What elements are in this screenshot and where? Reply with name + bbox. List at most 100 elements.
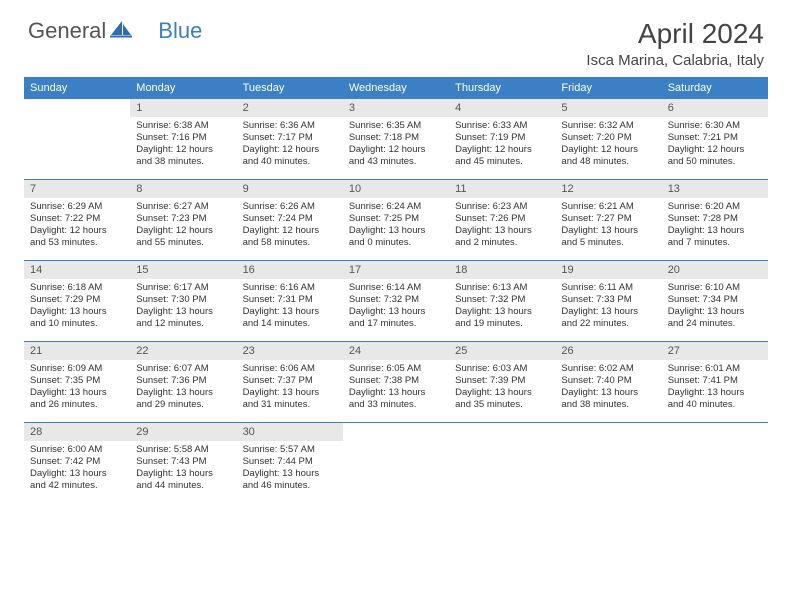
day-text: Sunrise: 6:18 AMSunset: 7:29 PMDaylight:… bbox=[30, 282, 124, 330]
day-cell: Sunrise: 6:20 AMSunset: 7:28 PMDaylight:… bbox=[662, 198, 768, 257]
day-text: Sunrise: 6:21 AMSunset: 7:27 PMDaylight:… bbox=[561, 201, 655, 249]
daynum-cell: 7 bbox=[24, 180, 130, 199]
day-text: Sunrise: 6:10 AMSunset: 7:34 PMDaylight:… bbox=[668, 282, 762, 330]
day-cell: Sunrise: 5:58 AMSunset: 7:43 PMDaylight:… bbox=[130, 441, 236, 500]
daynum-cell: 22 bbox=[130, 342, 236, 361]
day-text: Sunrise: 6:01 AMSunset: 7:41 PMDaylight:… bbox=[668, 363, 762, 411]
day-text: Sunrise: 6:07 AMSunset: 7:36 PMDaylight:… bbox=[136, 363, 230, 411]
day-cell: Sunrise: 6:21 AMSunset: 7:27 PMDaylight:… bbox=[555, 198, 661, 257]
day-text: Sunrise: 6:11 AMSunset: 7:33 PMDaylight:… bbox=[561, 282, 655, 330]
day-text: Sunrise: 6:09 AMSunset: 7:35 PMDaylight:… bbox=[30, 363, 124, 411]
day-cell: Sunrise: 6:26 AMSunset: 7:24 PMDaylight:… bbox=[237, 198, 343, 257]
daynum-cell: 25 bbox=[449, 342, 555, 361]
day-cell: Sunrise: 6:35 AMSunset: 7:18 PMDaylight:… bbox=[343, 117, 449, 176]
day-text: Sunrise: 6:06 AMSunset: 7:37 PMDaylight:… bbox=[243, 363, 337, 411]
logo: General Blue bbox=[28, 18, 202, 44]
daynum-cell: 8 bbox=[130, 180, 236, 199]
daynum-cell: 5 bbox=[555, 99, 661, 117]
day-text: Sunrise: 6:27 AMSunset: 7:23 PMDaylight:… bbox=[136, 201, 230, 249]
daynum-cell: 15 bbox=[130, 261, 236, 280]
weekday-header-cell: Thursday bbox=[449, 77, 555, 99]
daynum-cell: 23 bbox=[237, 342, 343, 361]
day-text: Sunrise: 6:30 AMSunset: 7:21 PMDaylight:… bbox=[668, 120, 762, 168]
day-cell: Sunrise: 6:33 AMSunset: 7:19 PMDaylight:… bbox=[449, 117, 555, 176]
day-text: Sunrise: 6:36 AMSunset: 7:17 PMDaylight:… bbox=[243, 120, 337, 168]
day-cell bbox=[24, 117, 130, 176]
daynum-row: 21222324252627 bbox=[24, 342, 768, 361]
daynum-cell: 11 bbox=[449, 180, 555, 199]
daynum-cell bbox=[449, 423, 555, 442]
daynum-cell: 27 bbox=[662, 342, 768, 361]
daynum-row: 123456 bbox=[24, 99, 768, 117]
weekday-header-cell: Monday bbox=[130, 77, 236, 99]
daynum-cell: 29 bbox=[130, 423, 236, 442]
weekday-header-row: SundayMondayTuesdayWednesdayThursdayFrid… bbox=[24, 77, 768, 99]
day-cell: Sunrise: 5:57 AMSunset: 7:44 PMDaylight:… bbox=[237, 441, 343, 500]
daynum-cell: 28 bbox=[24, 423, 130, 442]
daynum-cell: 9 bbox=[237, 180, 343, 199]
daynum-cell: 24 bbox=[343, 342, 449, 361]
day-text: Sunrise: 6:13 AMSunset: 7:32 PMDaylight:… bbox=[455, 282, 549, 330]
daynum-cell: 1 bbox=[130, 99, 236, 117]
daynum-cell: 4 bbox=[449, 99, 555, 117]
day-cell bbox=[449, 441, 555, 500]
weekday-header-cell: Friday bbox=[555, 77, 661, 99]
daynum-cell: 26 bbox=[555, 342, 661, 361]
day-cell: Sunrise: 6:29 AMSunset: 7:22 PMDaylight:… bbox=[24, 198, 130, 257]
day-cell: Sunrise: 6:23 AMSunset: 7:26 PMDaylight:… bbox=[449, 198, 555, 257]
daynum-row: 14151617181920 bbox=[24, 261, 768, 280]
day-cell: Sunrise: 6:11 AMSunset: 7:33 PMDaylight:… bbox=[555, 279, 661, 338]
daynum-cell: 10 bbox=[343, 180, 449, 199]
day-text: Sunrise: 6:20 AMSunset: 7:28 PMDaylight:… bbox=[668, 201, 762, 249]
weekday-header-cell: Saturday bbox=[662, 77, 768, 99]
daynum-cell: 19 bbox=[555, 261, 661, 280]
day-row: Sunrise: 6:38 AMSunset: 7:16 PMDaylight:… bbox=[24, 117, 768, 176]
daynum-cell: 3 bbox=[343, 99, 449, 117]
title-block: April 2024 Isca Marina, Calabria, Italy bbox=[586, 18, 764, 69]
daynum-cell bbox=[662, 423, 768, 442]
day-cell: Sunrise: 6:17 AMSunset: 7:30 PMDaylight:… bbox=[130, 279, 236, 338]
day-text: Sunrise: 6:02 AMSunset: 7:40 PMDaylight:… bbox=[561, 363, 655, 411]
day-cell: Sunrise: 6:18 AMSunset: 7:29 PMDaylight:… bbox=[24, 279, 130, 338]
day-cell bbox=[343, 441, 449, 500]
day-text: Sunrise: 6:33 AMSunset: 7:19 PMDaylight:… bbox=[455, 120, 549, 168]
day-cell: Sunrise: 6:09 AMSunset: 7:35 PMDaylight:… bbox=[24, 360, 130, 419]
day-text: Sunrise: 5:57 AMSunset: 7:44 PMDaylight:… bbox=[243, 444, 337, 492]
day-cell: Sunrise: 6:27 AMSunset: 7:23 PMDaylight:… bbox=[130, 198, 236, 257]
daynum-cell: 30 bbox=[237, 423, 343, 442]
day-cell: Sunrise: 6:24 AMSunset: 7:25 PMDaylight:… bbox=[343, 198, 449, 257]
day-cell: Sunrise: 6:05 AMSunset: 7:38 PMDaylight:… bbox=[343, 360, 449, 419]
day-cell bbox=[662, 441, 768, 500]
day-cell: Sunrise: 6:00 AMSunset: 7:42 PMDaylight:… bbox=[24, 441, 130, 500]
daynum-cell: 6 bbox=[662, 99, 768, 117]
weekday-header-cell: Sunday bbox=[24, 77, 130, 99]
daynum-cell: 2 bbox=[237, 99, 343, 117]
daynum-cell: 20 bbox=[662, 261, 768, 280]
weekday-header-cell: Tuesday bbox=[237, 77, 343, 99]
daynum-row: 78910111213 bbox=[24, 180, 768, 199]
logo-sail-icon bbox=[110, 18, 132, 44]
calendar-table: SundayMondayTuesdayWednesdayThursdayFrid… bbox=[24, 77, 768, 500]
day-cell: Sunrise: 6:10 AMSunset: 7:34 PMDaylight:… bbox=[662, 279, 768, 338]
day-text: Sunrise: 6:23 AMSunset: 7:26 PMDaylight:… bbox=[455, 201, 549, 249]
daynum-cell bbox=[24, 99, 130, 117]
daynum-cell bbox=[343, 423, 449, 442]
day-text: Sunrise: 6:35 AMSunset: 7:18 PMDaylight:… bbox=[349, 120, 443, 168]
day-cell bbox=[555, 441, 661, 500]
day-row: Sunrise: 6:09 AMSunset: 7:35 PMDaylight:… bbox=[24, 360, 768, 419]
day-cell: Sunrise: 6:13 AMSunset: 7:32 PMDaylight:… bbox=[449, 279, 555, 338]
location: Isca Marina, Calabria, Italy bbox=[586, 52, 764, 69]
logo-text-blue: Blue bbox=[158, 18, 202, 44]
day-row: Sunrise: 6:00 AMSunset: 7:42 PMDaylight:… bbox=[24, 441, 768, 500]
day-cell: Sunrise: 6:14 AMSunset: 7:32 PMDaylight:… bbox=[343, 279, 449, 338]
day-text: Sunrise: 6:14 AMSunset: 7:32 PMDaylight:… bbox=[349, 282, 443, 330]
day-cell: Sunrise: 6:03 AMSunset: 7:39 PMDaylight:… bbox=[449, 360, 555, 419]
weekday-header-cell: Wednesday bbox=[343, 77, 449, 99]
daynum-row: 282930 bbox=[24, 423, 768, 442]
day-row: Sunrise: 6:18 AMSunset: 7:29 PMDaylight:… bbox=[24, 279, 768, 338]
day-cell: Sunrise: 6:16 AMSunset: 7:31 PMDaylight:… bbox=[237, 279, 343, 338]
day-text: Sunrise: 6:29 AMSunset: 7:22 PMDaylight:… bbox=[30, 201, 124, 249]
day-cell: Sunrise: 6:30 AMSunset: 7:21 PMDaylight:… bbox=[662, 117, 768, 176]
daynum-cell: 12 bbox=[555, 180, 661, 199]
month-title: April 2024 bbox=[586, 18, 764, 50]
